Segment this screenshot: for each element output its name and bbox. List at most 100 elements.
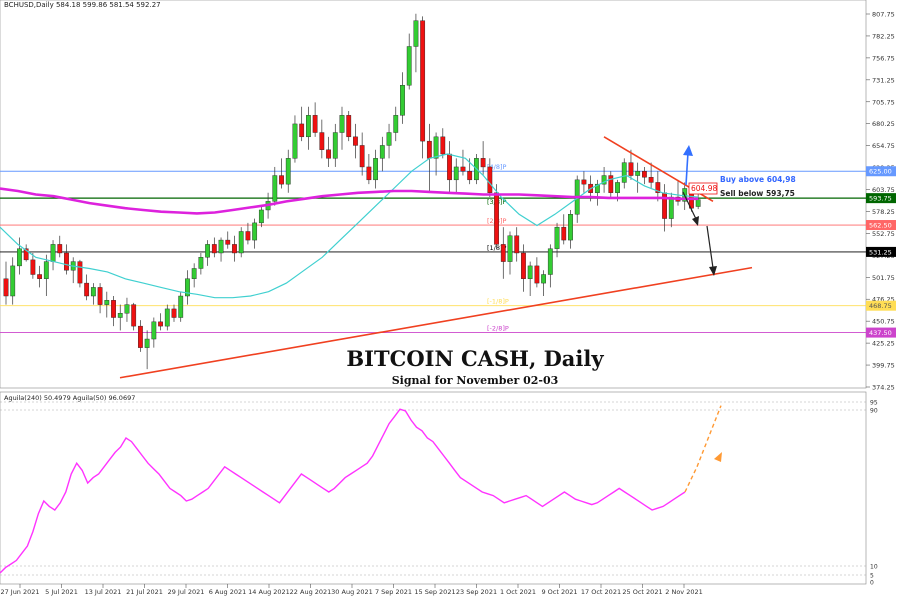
candle-body	[158, 321, 163, 327]
candle-body	[306, 115, 311, 138]
candle-body	[433, 136, 439, 159]
price-tag-label: 437.50	[869, 329, 892, 337]
date-tick-label: 21 Jul 2021	[126, 588, 163, 596]
osc-tick-label: 10	[870, 564, 878, 571]
candle-body	[568, 214, 573, 241]
price-tag-label: 593.75	[869, 195, 892, 203]
candle-body	[185, 278, 190, 297]
candle-body	[487, 166, 493, 193]
candle-body	[695, 199, 701, 207]
candle-body	[353, 136, 358, 146]
oscillator-forecast-line	[684, 405, 722, 493]
price-tick-label: 501.75	[872, 274, 895, 282]
candle-body	[379, 145, 385, 159]
date-tick-label: 30 Aug 2021	[331, 588, 373, 596]
candle-body	[420, 20, 426, 142]
date-tick-label: 1 Oct 2021	[500, 588, 536, 596]
osc-tick-label: 0	[870, 580, 874, 587]
candle-body	[117, 313, 123, 318]
price-tag-box	[866, 327, 896, 338]
candle-body	[413, 20, 419, 47]
candle-body	[366, 166, 372, 181]
candle-body	[655, 182, 661, 193]
sell-arrow-icon	[682, 191, 699, 226]
candle-body	[601, 175, 607, 185]
buy-signal-label: Buy above 604,98	[720, 175, 796, 184]
date-tick-label: 6 Aug 2021	[209, 588, 247, 596]
candle-body	[144, 338, 150, 348]
osc-tick-label: 95	[870, 400, 878, 407]
entry-price-box	[688, 182, 718, 195]
candle-body	[64, 252, 69, 271]
candle-body	[453, 166, 459, 181]
candle-body	[668, 196, 674, 219]
candle-body	[171, 308, 177, 318]
price-tag-label: 625.00	[869, 168, 892, 176]
candle-body	[467, 171, 473, 181]
date-tick-label: 14 Aug 2021	[248, 588, 290, 596]
indicator-header: Aguila(240) 50.4979 Aguila(50) 96.0697	[4, 394, 135, 402]
symbol-header: BCHUSD,Daily 584.18 599.86 581.54 592.27	[4, 1, 161, 9]
candle-body	[205, 244, 210, 258]
candle-body	[521, 252, 526, 279]
date-tick-label: 27 Jun 2021	[0, 588, 39, 596]
candle-body	[218, 239, 224, 254]
candle-body	[198, 257, 204, 269]
candle-body	[137, 325, 143, 348]
sell-signal-label: Sell below 593,75	[720, 189, 795, 198]
candle-body	[554, 226, 560, 249]
candle-body	[359, 145, 365, 168]
candle-body	[494, 192, 499, 245]
date-tick-label: 9 Oct 2021	[541, 588, 577, 596]
price-tag-box	[866, 220, 896, 231]
candle-body	[191, 268, 197, 279]
candle-body	[37, 274, 43, 279]
price-tick-label: 399.75	[872, 362, 895, 370]
candle-body	[480, 158, 486, 168]
date-axis: 27 Jun 2021 5 Jul 2021 13 Jul 2021 21 Jul 2…	[0, 584, 703, 596]
candle-body	[151, 321, 157, 340]
chart-subtitle: Signal for November 02-03	[392, 374, 559, 387]
osc-tick-label: 5	[870, 573, 874, 580]
candle-body	[285, 158, 291, 185]
candle-body	[386, 132, 392, 146]
price-tick-label: 782.25	[872, 32, 895, 40]
candle-body	[440, 136, 446, 155]
candle-body	[77, 261, 83, 284]
candle-body	[272, 175, 278, 202]
candle-body	[426, 140, 432, 159]
price-tick-label: 756.75	[872, 54, 895, 62]
candlesticks	[3, 13, 701, 370]
price-tick-label: 603.75	[872, 186, 895, 194]
forecast-arrow-icon	[714, 452, 722, 462]
candle-body	[10, 265, 16, 297]
chart-title: BITCOIN CASH, Daily	[346, 346, 604, 371]
candle-body	[164, 308, 170, 327]
price-tick-label: 705.75	[872, 98, 895, 106]
candle-body	[628, 162, 634, 176]
price-tick-label: 552.75	[872, 230, 895, 238]
candle-body	[500, 244, 506, 262]
price-tag-box	[866, 300, 896, 311]
candle-body	[124, 304, 130, 314]
price-tick-label: 680.25	[872, 120, 895, 128]
ma-slow-line	[0, 187, 699, 215]
buy-arrow-icon	[683, 145, 693, 186]
candle-body	[238, 231, 244, 254]
murrey-label: [-1/8]P	[487, 298, 509, 306]
candle-body	[111, 300, 116, 318]
price-tag-label: 531.25	[869, 248, 892, 256]
candle-body	[292, 123, 298, 159]
candle-body	[373, 158, 378, 181]
price-tick-label: 425.25	[872, 340, 895, 348]
candle-body	[50, 244, 56, 262]
candle-body	[581, 179, 587, 185]
price-tag-label: 468.75	[869, 302, 892, 310]
price-tick-label: 450.75	[872, 318, 895, 326]
candle-body	[514, 235, 520, 254]
candle-body	[547, 248, 553, 275]
candle-body	[527, 265, 533, 279]
candle-body	[400, 85, 405, 116]
price-tick-label: 476.25	[872, 296, 895, 304]
